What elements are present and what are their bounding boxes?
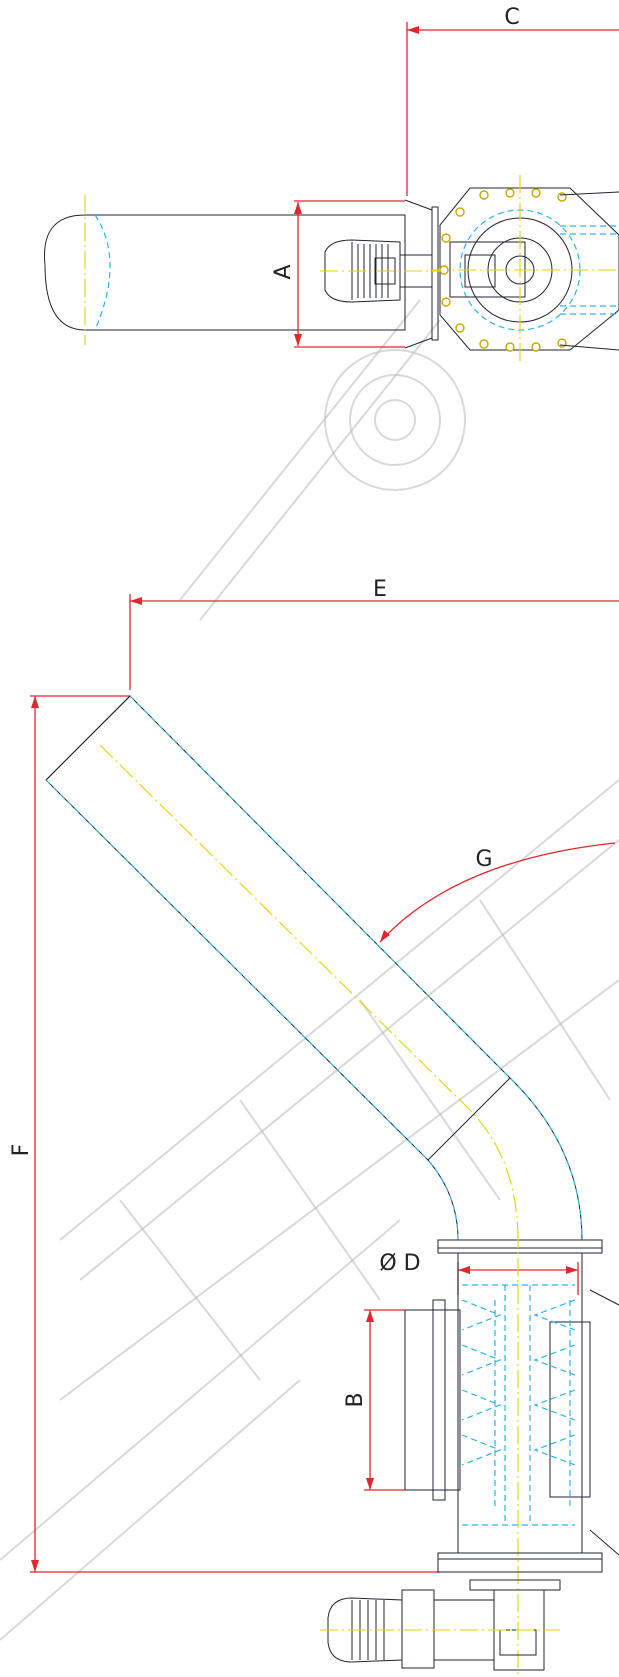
- chute-top: [44, 214, 406, 331]
- dimension-g-label: G: [475, 847, 492, 872]
- side-view: E F G Ø D: [9, 577, 619, 1677]
- dimension-c-label: C: [504, 5, 519, 30]
- dimension-g-line: [379, 842, 616, 943]
- motor-top: [320, 239, 440, 303]
- dimension-d-label: Ø D: [379, 1251, 420, 1276]
- background-watermark: [0, 299, 619, 1641]
- motor-side: [320, 1579, 561, 1671]
- dimension-b-label: B: [343, 1392, 368, 1407]
- rotary-valve-top: [430, 175, 619, 365]
- dimension-e-label: E: [373, 577, 387, 602]
- rotary-valve-side: [404, 1230, 619, 1677]
- dimension-f-label: F: [9, 1144, 34, 1157]
- dimension-a-label: A: [271, 264, 296, 279]
- top-view: C A: [44, 5, 619, 365]
- angled-chute: [45, 695, 583, 1241]
